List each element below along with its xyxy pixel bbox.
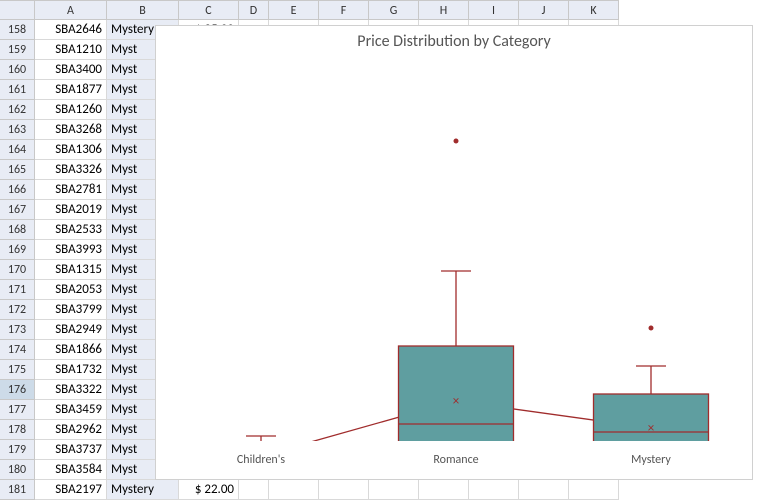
row-header-168[interactable]: 168 (0, 220, 35, 240)
cell-I181[interactable] (469, 480, 519, 500)
col-header-C[interactable]: C (179, 0, 239, 20)
row-header-162[interactable]: 162 (0, 100, 35, 120)
row-header-176[interactable]: 176 (0, 380, 35, 400)
col-header-G[interactable]: G (369, 0, 419, 20)
cell-A171[interactable]: SBA2053 (35, 280, 107, 300)
cell-A168[interactable]: SBA2533 (35, 220, 107, 240)
row-header-167[interactable]: 167 (0, 200, 35, 220)
chart-svg: ××× (176, 76, 734, 441)
cell-K181[interactable] (569, 480, 619, 500)
corner-cell[interactable] (0, 0, 35, 20)
row-header-169[interactable]: 169 (0, 240, 35, 260)
row-header-172[interactable]: 172 (0, 300, 35, 320)
chart-container[interactable]: Price Distribution by Category ××× Child… (155, 25, 753, 480)
cell-A177[interactable]: SBA3459 (35, 400, 107, 420)
row-header-166[interactable]: 166 (0, 180, 35, 200)
row-header-179[interactable]: 179 (0, 440, 35, 460)
cell-A164[interactable]: SBA1306 (35, 140, 107, 160)
cell-A176[interactable]: SBA3322 (35, 380, 107, 400)
row-header-160[interactable]: 160 (0, 60, 35, 80)
cell-F181[interactable] (319, 480, 369, 500)
cell-A165[interactable]: SBA3326 (35, 160, 107, 180)
cell-A172[interactable]: SBA3799 (35, 300, 107, 320)
row-header-174[interactable]: 174 (0, 340, 35, 360)
cell-A174[interactable]: SBA1866 (35, 340, 107, 360)
cell-D181[interactable] (239, 480, 269, 500)
cell-C181[interactable]: $ 22.00 (179, 480, 239, 500)
row-header-158[interactable]: 158 (0, 20, 35, 40)
row-header-171[interactable]: 171 (0, 280, 35, 300)
cell-B181[interactable]: Mystery (107, 480, 179, 500)
row-header-181[interactable]: 181 (0, 480, 35, 500)
row-header-178[interactable]: 178 (0, 420, 35, 440)
col-header-F[interactable]: F (319, 0, 369, 20)
cell-G181[interactable] (369, 480, 419, 500)
cell-A180[interactable]: SBA3584 (35, 460, 107, 480)
row-header-180[interactable]: 180 (0, 460, 35, 480)
category-label: Romance (406, 453, 506, 467)
cell-A181[interactable]: SBA2197 (35, 480, 107, 500)
cell-A175[interactable]: SBA1732 (35, 360, 107, 380)
col-header-E[interactable]: E (269, 0, 319, 20)
col-header-H[interactable]: H (419, 0, 469, 20)
row-header-159[interactable]: 159 (0, 40, 35, 60)
row-header-161[interactable]: 161 (0, 80, 35, 100)
cell-A169[interactable]: SBA3993 (35, 240, 107, 260)
row-header-170[interactable]: 170 (0, 260, 35, 280)
category-label: Children's (211, 453, 311, 467)
row-header-165[interactable]: 165 (0, 160, 35, 180)
svg-text:×: × (648, 421, 654, 436)
row-header-173[interactable]: 173 (0, 320, 35, 340)
cell-A166[interactable]: SBA2781 (35, 180, 107, 200)
row-header-177[interactable]: 177 (0, 400, 35, 420)
col-header-D[interactable]: D (239, 0, 269, 20)
chart-plot-area: ××× (176, 76, 732, 439)
row-header-175[interactable]: 175 (0, 360, 35, 380)
cell-A158[interactable]: SBA2646 (35, 20, 107, 40)
row-header-163[interactable]: 163 (0, 120, 35, 140)
category-label: Mystery (601, 453, 701, 467)
cell-A178[interactable]: SBA2962 (35, 420, 107, 440)
col-header-K[interactable]: K (569, 0, 619, 20)
chart-title: Price Distribution by Category (156, 32, 752, 51)
col-header-B[interactable]: B (107, 0, 179, 20)
row-header-164[interactable]: 164 (0, 140, 35, 160)
cell-A160[interactable]: SBA3400 (35, 60, 107, 80)
cell-A170[interactable]: SBA1315 (35, 260, 107, 280)
col-header-A[interactable]: A (35, 0, 107, 20)
cell-A179[interactable]: SBA3737 (35, 440, 107, 460)
cell-A162[interactable]: SBA1260 (35, 100, 107, 120)
col-header-J[interactable]: J (519, 0, 569, 20)
cell-E181[interactable] (269, 480, 319, 500)
cell-A159[interactable]: SBA1210 (35, 40, 107, 60)
cell-A163[interactable]: SBA3268 (35, 120, 107, 140)
col-header-I[interactable]: I (469, 0, 519, 20)
svg-text:×: × (453, 394, 459, 409)
cell-J181[interactable] (519, 480, 569, 500)
cell-A167[interactable]: SBA2019 (35, 200, 107, 220)
cell-A173[interactable]: SBA2949 (35, 320, 107, 340)
cell-H181[interactable] (419, 480, 469, 500)
cell-A161[interactable]: SBA1877 (35, 80, 107, 100)
